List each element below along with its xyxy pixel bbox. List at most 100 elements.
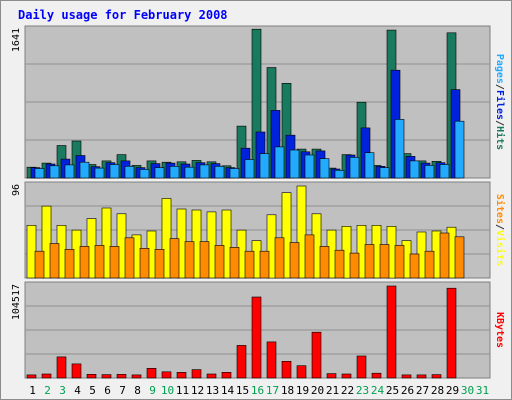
bar-pages-day-18 — [289, 149, 300, 179]
x-tick-label: 29 — [446, 384, 459, 397]
x-tick-label: 22 — [341, 384, 354, 397]
bar-kbytes-day-11 — [176, 371, 187, 379]
x-tick-label: 20 — [311, 384, 324, 397]
bar-kbytes-day-18 — [281, 360, 292, 379]
bar-kbytes-day-25 — [386, 285, 397, 379]
x-tick-label: 17 — [266, 384, 279, 397]
bar-sites-day-8 — [139, 248, 150, 279]
bar-sites-day-11 — [184, 241, 195, 279]
bar-sites-day-12 — [199, 241, 210, 279]
bar-kbytes-day-10 — [161, 371, 172, 379]
bar-visits-day-2 — [41, 205, 52, 279]
x-tick-label: 19 — [296, 384, 309, 397]
bar-sites-day-18 — [289, 242, 300, 279]
legend-item: Visits — [494, 230, 506, 266]
bar-pages-day-17 — [274, 146, 285, 179]
bar-pages-day-4 — [79, 161, 90, 179]
x-tick-label: 25 — [386, 384, 399, 397]
legend-item: / — [494, 120, 505, 126]
bar-pages-day-29 — [454, 120, 465, 179]
x-tick-label: 24 — [371, 384, 385, 397]
bar-kbytes-day-13 — [206, 373, 217, 379]
bar-kbytes-day-2 — [41, 373, 52, 379]
bar-sites-day-16 — [259, 250, 270, 279]
bar-sites-day-22 — [349, 252, 360, 279]
x-tick-label: 6 — [104, 384, 111, 397]
bar-kbytes-day-17 — [266, 341, 277, 379]
bar-kbytes-day-7 — [116, 373, 127, 379]
bar-sites-day-17 — [274, 237, 285, 279]
legend-item: Hits — [494, 126, 506, 150]
bar-kbytes-day-26 — [401, 374, 412, 379]
legend: Pages/Files/Hits — [494, 54, 506, 150]
bar-sites-day-13 — [214, 245, 225, 279]
bar-visits-day-10 — [161, 198, 172, 279]
bar-sites-day-25 — [394, 245, 405, 279]
bar-kbytes-day-24 — [371, 372, 382, 379]
bar-pages-day-27 — [424, 165, 435, 179]
bar-pages-day-6 — [109, 164, 120, 179]
x-tick-label: 27 — [416, 384, 429, 397]
bar-sites-day-19 — [304, 234, 315, 279]
bar-sites-day-2 — [49, 243, 60, 279]
x-tick-label: 18 — [281, 384, 294, 397]
kbytes-panel: 104517 KBytes — [11, 281, 505, 379]
x-tick-label: 4 — [74, 384, 81, 397]
legend-item: / — [494, 84, 505, 90]
x-tick-label: 16 — [251, 384, 264, 397]
bar-sites-day-15 — [244, 250, 255, 279]
x-tick-label: 11 — [176, 384, 189, 397]
bar-pages-day-9 — [154, 167, 165, 179]
bar-sites-day-14 — [229, 247, 240, 279]
bar-pages-day-23 — [364, 152, 375, 179]
bar-pages-day-12 — [199, 164, 210, 179]
bar-visits-day-18 — [281, 192, 292, 279]
x-tick-label: 1 — [29, 384, 36, 397]
legend-item: Pages — [494, 54, 505, 84]
bar-sites-day-10 — [169, 238, 180, 279]
bar-pages-day-21 — [334, 170, 345, 179]
x-tick-label: 10 — [161, 384, 174, 397]
bar-sites-day-21 — [334, 249, 345, 279]
bar-kbytes-day-3 — [56, 356, 67, 379]
bar-kbytes-day-22 — [341, 373, 352, 379]
bar-sites-day-5 — [94, 245, 105, 279]
bar-pages-day-2 — [49, 165, 60, 179]
bar-pages-day-20 — [319, 158, 330, 179]
bar-pages-day-11 — [184, 166, 195, 179]
bar-kbytes-day-19 — [296, 365, 307, 379]
x-tick-label: 7 — [119, 384, 126, 397]
bar-kbytes-day-28 — [431, 374, 442, 379]
bar-pages-day-8 — [139, 169, 150, 179]
x-axis: 1 2 3 4 5 6 7 8 9 10 11 12 13 14 15 16 17 18 19 20 21 22 23 24 2… — [29, 384, 489, 397]
bar-kbytes-day-16 — [251, 296, 262, 379]
bar-visits-day-19 — [296, 185, 307, 279]
bar-sites-day-4 — [79, 246, 90, 279]
bar-kbytes-day-1 — [26, 374, 37, 379]
y-max-label: 96 — [11, 184, 22, 196]
bar-kbytes-day-9 — [146, 367, 157, 379]
legend-item: KBytes — [494, 312, 505, 348]
bar-sites-day-20 — [319, 246, 330, 279]
x-tick-label: 13 — [206, 384, 219, 397]
bar-pages-day-24 — [379, 167, 390, 179]
x-tick-label: 26 — [401, 384, 414, 397]
x-tick-label: 8 — [134, 384, 141, 397]
bar-kbytes-day-20 — [311, 331, 322, 379]
x-tick-label: 5 — [89, 384, 96, 397]
legend: Sites/Visits — [494, 194, 506, 266]
bar-kbytes-day-27 — [416, 374, 427, 379]
bar-pages-day-7 — [124, 166, 135, 179]
bar-pages-day-28 — [439, 164, 450, 179]
bar-sites-day-9 — [154, 249, 165, 279]
bar-sites-day-7 — [124, 237, 135, 279]
bar-sites-day-27 — [424, 250, 435, 279]
bar-sites-day-24 — [379, 244, 390, 279]
x-tick-label: 30 — [461, 384, 474, 397]
bar-pages-day-3 — [64, 164, 75, 179]
x-tick-label: 28 — [431, 384, 444, 397]
x-tick-label: 14 — [221, 384, 235, 397]
bar-sites-day-3 — [64, 249, 75, 279]
bar-kbytes-day-5 — [86, 373, 97, 379]
